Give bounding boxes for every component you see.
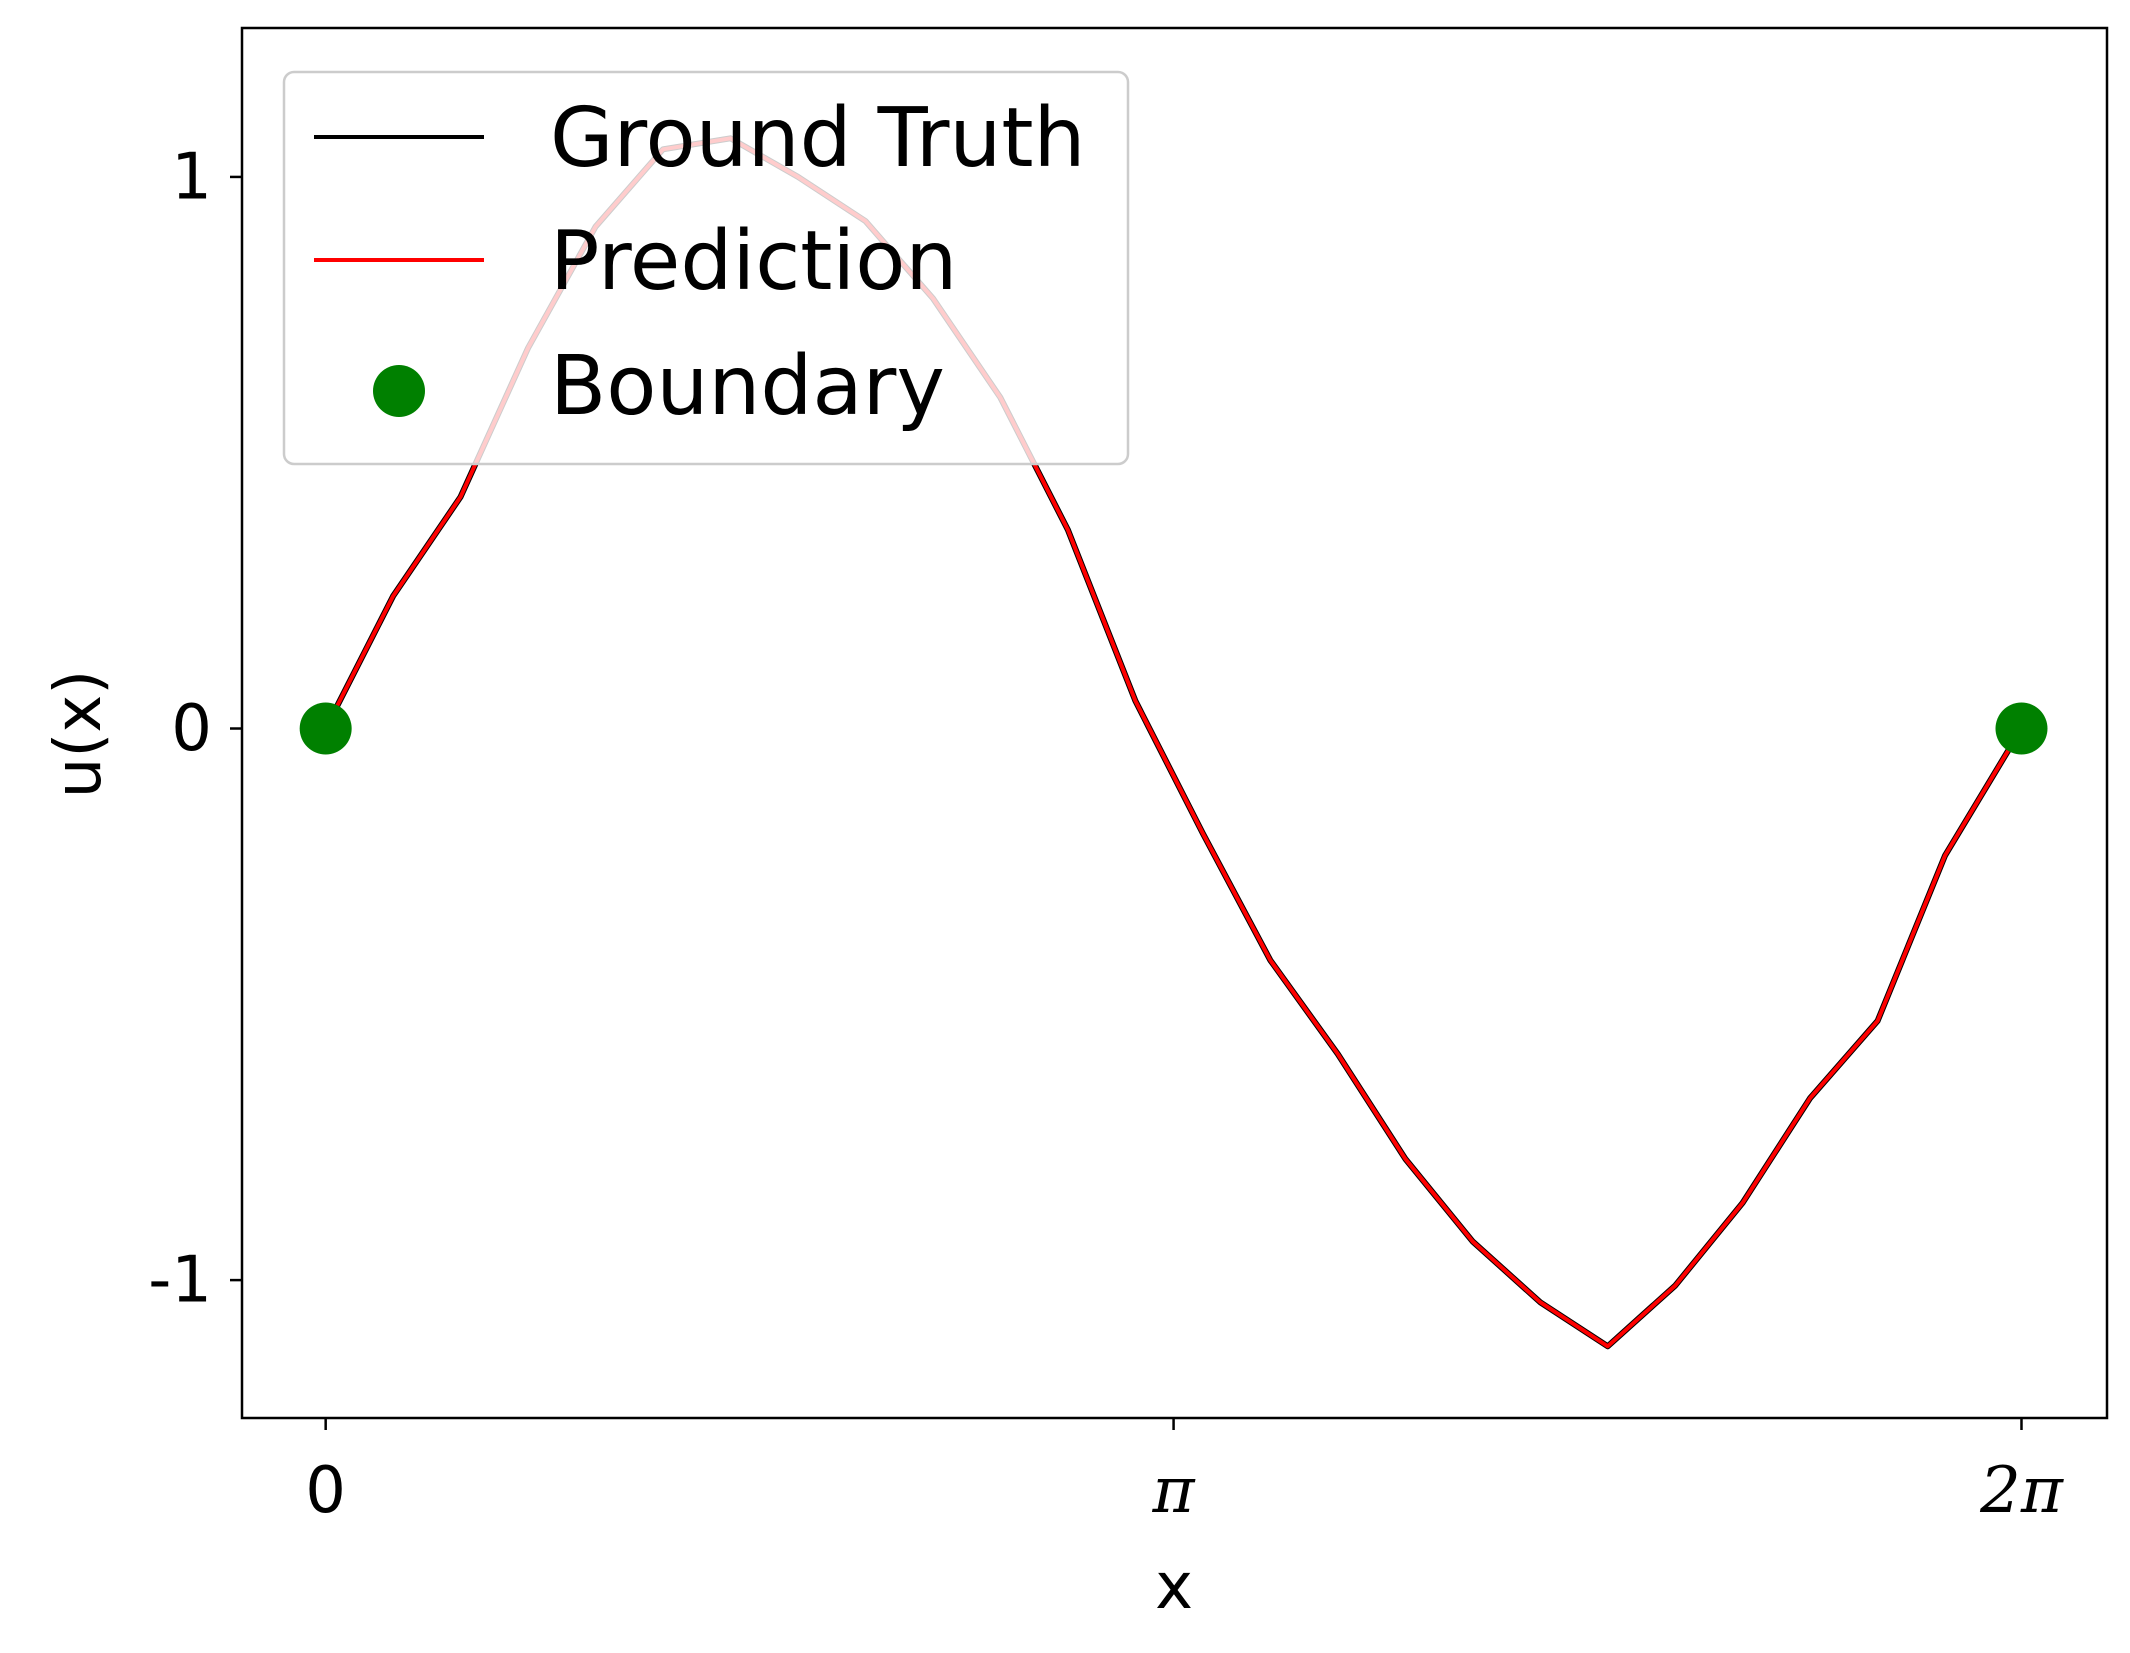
x-axis-ticks: 0 π 2π [305,1418,2064,1528]
y-axis-label: u(x) [42,670,116,798]
x-tick-label: π [1152,1454,1196,1528]
legend-ground-truth-label: Ground Truth [550,91,1086,186]
legend-prediction-label: Prediction [550,214,957,309]
legend-boundary-label: Boundary [550,339,945,434]
legend: Ground Truth Prediction Boundary [282,70,1130,466]
boundary-layer [299,702,2048,755]
y-tick-label: 0 [171,692,212,766]
x-axis-label: x [1155,1550,1193,1624]
y-tick-label: -1 [148,1244,212,1318]
boundary-point [1995,702,2048,755]
legend-box [282,70,1130,466]
x-tick-label: 2π [1979,1454,2064,1528]
legend-boundary-marker [373,365,425,417]
x-tick-label: 0 [305,1454,346,1528]
y-axis-ticks: 1 0 -1 [148,141,242,1318]
y-tick-label: 1 [171,141,212,215]
boundary-point [299,702,352,755]
